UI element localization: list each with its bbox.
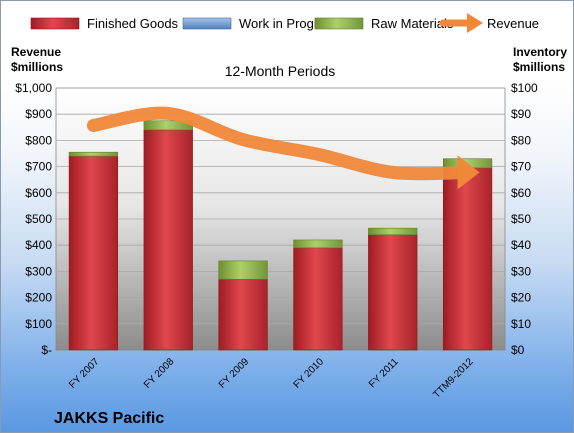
- legend-label-raw-materials: Raw Materials: [371, 16, 454, 31]
- left-tick-label: $100: [25, 317, 52, 331]
- left-tick-label: $-: [41, 343, 52, 357]
- right-tick-label: $50: [511, 212, 531, 226]
- legend-label-finished-goods: Finished Goods: [87, 16, 179, 31]
- right-axis-title-line2: $millions: [513, 60, 565, 74]
- chart-title: 12-Month Periods: [225, 63, 336, 79]
- category-labels: FY 2007 FY 2008 FY 2009 FY 2010 FY 2011 TTM9-…: [67, 356, 476, 401]
- right-tick-label: $60: [511, 186, 531, 200]
- right-tick-label: $80: [511, 133, 531, 147]
- left-tick-label: $800: [25, 133, 52, 147]
- legend-swatch-finished-goods: [30, 17, 80, 30]
- legend: Finished Goods Work in Progress Raw Mate…: [30, 13, 539, 33]
- revenue-arrowhead: [457, 155, 480, 190]
- category-label: FY 2007: [67, 356, 102, 391]
- bar-finished-goods: [218, 278, 268, 351]
- bar-finished-goods: [368, 234, 418, 351]
- bar-finished-goods: [293, 247, 343, 351]
- grid-lines: [56, 113, 505, 325]
- right-tick-label: $30: [511, 264, 531, 278]
- revenue-line-path: [86, 106, 475, 181]
- bar-raw-materials: [218, 260, 268, 280]
- left-axis-title-line2: $millions: [11, 60, 63, 74]
- bar-raw-materials: [293, 239, 343, 249]
- category-label: FY 2008: [142, 356, 177, 391]
- revenue-line: [86, 106, 480, 190]
- bar-raw-materials: [68, 151, 119, 157]
- category-label: TTM9-2012: [431, 356, 476, 401]
- right-axis-ticks: $0 $10 $20 $30 $40 $50 $60 $70 $80 $90 $100: [511, 81, 538, 357]
- right-tick-label: $90: [511, 107, 531, 121]
- right-tick-label: $0: [511, 343, 525, 357]
- right-tick-label: $70: [511, 160, 531, 174]
- legend-swatch-revenue: [439, 13, 483, 33]
- right-axis-title-line1: Inventory: [513, 45, 567, 59]
- left-tick-label: $500: [25, 212, 52, 226]
- bar-finished-goods: [143, 129, 193, 351]
- left-axis-ticks: $- $100 $200 $300 $400 $500 $600 $700 $800 $900 $1…: [15, 81, 52, 357]
- bar-finished-goods: [442, 167, 493, 351]
- right-tick-label: $100: [511, 81, 538, 95]
- legend-swatch-work-in-progress: [182, 17, 232, 30]
- right-tick-label: $10: [511, 317, 531, 331]
- left-tick-label: $700: [25, 160, 52, 174]
- left-tick-label: $1,000: [15, 81, 52, 95]
- category-label: FY 2011: [367, 356, 401, 390]
- left-axis-title: Revenue $millions: [11, 45, 64, 74]
- left-tick-label: $200: [25, 291, 52, 305]
- bar-finished-goods: [68, 155, 119, 351]
- left-tick-label: $400: [25, 238, 52, 252]
- left-tick-label: $900: [25, 107, 52, 121]
- bars: [68, 120, 493, 351]
- category-label: FY 2010: [292, 356, 327, 391]
- company-name: JAKKS Pacific: [54, 410, 164, 427]
- legend-label-revenue: Revenue: [487, 16, 539, 31]
- right-axis-title: Inventory $millions: [513, 45, 570, 74]
- bar-raw-materials: [368, 227, 418, 236]
- right-tick-label: $40: [511, 238, 531, 252]
- left-tick-label: $600: [25, 186, 52, 200]
- legend-swatch-raw-materials: [314, 17, 364, 30]
- left-tick-label: $300: [25, 264, 52, 278]
- left-axis-title-line1: Revenue: [11, 45, 61, 59]
- category-label: FY 2009: [217, 356, 252, 391]
- legend-label-work-in-progress: Work in Progress: [239, 16, 339, 31]
- right-tick-label: $20: [511, 291, 531, 305]
